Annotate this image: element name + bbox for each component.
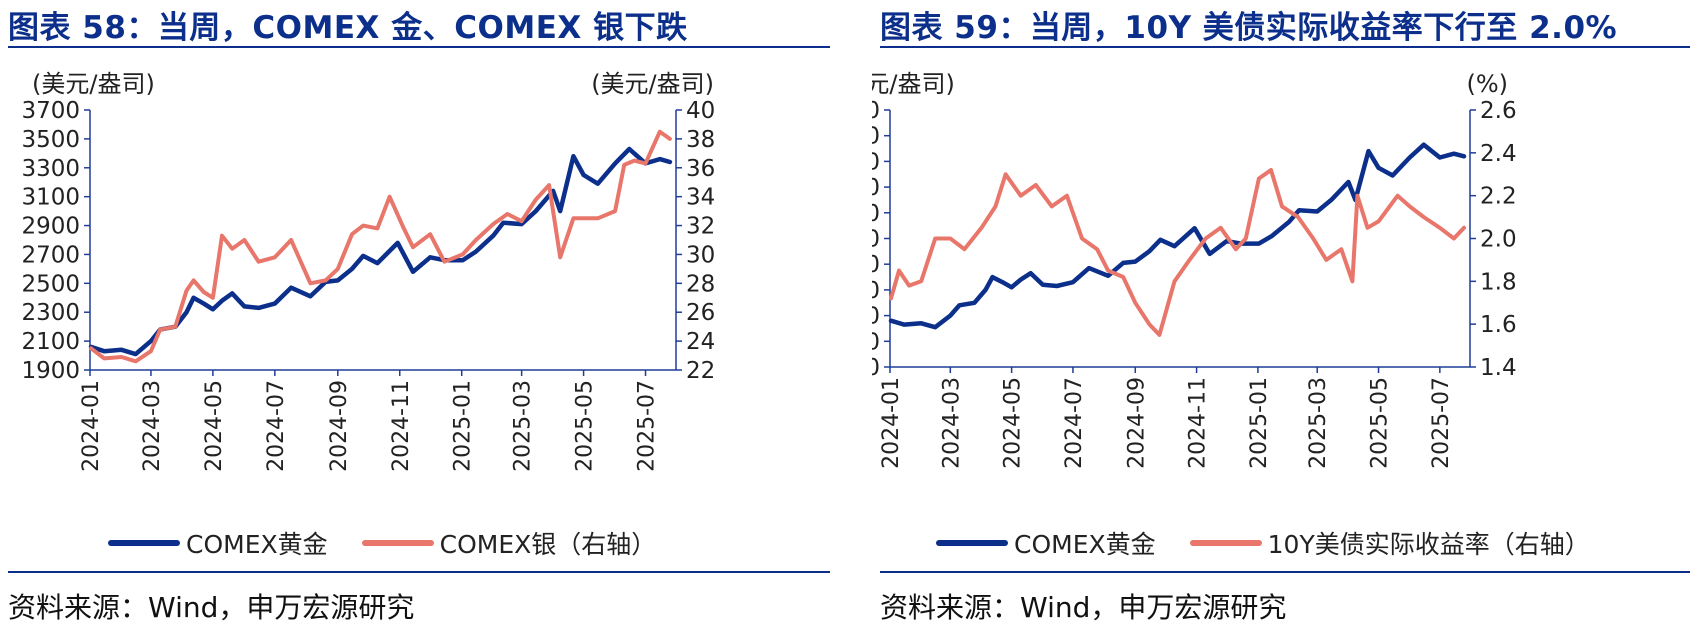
x-tick-label: 2024-01: [79, 380, 104, 472]
legend-label: COMEX银（右轴）: [439, 530, 657, 559]
legend-item-gold: COMEX黄金: [108, 525, 328, 561]
y2-tick-label: 36: [686, 156, 715, 182]
y-tick-label: 3100: [21, 185, 80, 211]
legend-item-gold: COMEX黄金: [936, 525, 1156, 561]
y-tick-label: 2100: [21, 329, 80, 355]
y-tick-label: 2500: [872, 252, 880, 278]
x-tick-label: 2025-05: [1368, 377, 1393, 469]
x-tick-label: 2024-05: [1001, 377, 1026, 469]
title-divider: [880, 46, 1690, 48]
series-line-0: [88, 146, 673, 357]
y2-tick-label: 24: [686, 329, 715, 355]
x-tick-label: 2025-03: [511, 380, 536, 472]
chart-legend: COMEX黄金 COMEX银（右轴）: [108, 525, 690, 561]
y-tick-label: 2900: [872, 201, 880, 227]
x-tick-label: 2024-07: [264, 380, 289, 472]
y-axis-label: (美元/盎司): [32, 70, 155, 98]
x-tick-label: 2025-07: [635, 380, 660, 472]
legend-swatch: [1189, 540, 1262, 546]
figure-58: 图表 58：当周，COMEX 金、COMEX 银下跌 (美元/盎司) (美元/盎司…: [0, 0, 830, 632]
y-tick-label: 2100: [872, 304, 880, 330]
x-tick-label: 2025-01: [451, 380, 476, 472]
y2-tick-label: 2.2: [1480, 184, 1517, 210]
figure-59: 图表 59：当周，10Y 美债实际收益率下行至 2.0% (美元/盎司) (%) 1…: [872, 0, 1690, 632]
x-tick-label: 2025-05: [573, 380, 598, 472]
x-tick-label: 2024-05: [202, 380, 227, 472]
y2-tick-label: 28: [686, 271, 715, 297]
x-tick-label: 2024-01: [879, 377, 904, 469]
y-tick-label: 2300: [21, 300, 80, 326]
figure-title: 图表 59：当周，10Y 美债实际收益率下行至 2.0%: [880, 10, 1618, 46]
y2-tick-label: 2.0: [1480, 227, 1517, 253]
source-note: 资料来源：Wind，申万宏源研究: [8, 591, 415, 624]
series-line-1: [889, 168, 1466, 337]
y-tick-label: 3500: [21, 127, 80, 153]
chart-gold-real-yield: (美元/盎司) (%) 170019002100230025002700290031…: [872, 70, 1517, 469]
legend-item-silver: COMEX银（右轴）: [361, 525, 657, 561]
series-line-0: [888, 142, 1467, 330]
series-line-1: [89, 129, 672, 364]
y2-axis-label: (%): [1466, 70, 1508, 98]
y2-tick-label: 32: [686, 214, 715, 240]
y2-tick-label: 1.8: [1480, 269, 1517, 295]
legend-swatch: [936, 540, 1008, 546]
legend-swatch: [108, 540, 180, 546]
legend-label: COMEX黄金: [186, 530, 328, 559]
legend-item-real-yield: 10Y美债实际收益率（右轴）: [1189, 525, 1590, 561]
y-tick-label: 3500: [872, 124, 880, 150]
footer-divider: [8, 571, 830, 573]
y-tick-label: 2300: [872, 278, 880, 304]
x-tick-label: 2024-03: [939, 377, 964, 469]
y2-tick-label: 40: [686, 98, 715, 124]
y2-tick-label: 22: [686, 358, 715, 384]
y2-tick-label: 38: [686, 127, 715, 153]
y2-tick-label: 34: [686, 185, 715, 211]
x-tick-label: 2024-11: [389, 380, 414, 472]
y-tick-label: 2500: [21, 271, 80, 297]
source-note: 资料来源：Wind，申万宏源研究: [880, 591, 1287, 624]
legend-label: 10Y美债实际收益率（右轴）: [1267, 530, 1590, 559]
y2-tick-label: 2.4: [1480, 141, 1517, 167]
y-tick-label: 1900: [21, 358, 80, 384]
x-tick-label: 2025-01: [1247, 377, 1272, 469]
legend-swatch: [361, 540, 434, 546]
y-tick-label: 3700: [21, 98, 80, 124]
y2-tick-label: 26: [686, 300, 715, 326]
y-tick-label: 2700: [21, 242, 80, 268]
y2-tick-label: 2.6: [1480, 98, 1517, 124]
y-tick-label: 1900: [872, 329, 880, 355]
x-tick-label: 2025-07: [1429, 377, 1454, 469]
x-tick-label: 2024-07: [1062, 377, 1087, 469]
figure-title: 图表 58：当周，COMEX 金、COMEX 银下跌: [8, 10, 688, 46]
y2-tick-label: 1.6: [1480, 312, 1517, 338]
y-tick-label: 3300: [21, 156, 80, 182]
y-tick-label: 2900: [21, 214, 80, 240]
x-tick-label: 2024-11: [1186, 377, 1211, 469]
legend-label: COMEX黄金: [1014, 530, 1156, 559]
y-tick-label: 2700: [872, 227, 880, 253]
y2-axis-label: (美元/盎司): [591, 70, 714, 98]
y2-tick-label: 1.4: [1480, 355, 1517, 381]
title-divider: [8, 46, 830, 48]
chart-legend: COMEX黄金 10Y美债实际收益率（右轴）: [936, 525, 1624, 561]
x-tick-label: 2025-03: [1306, 377, 1331, 469]
y-tick-label: 1700: [872, 355, 880, 381]
y2-tick-label: 30: [686, 242, 715, 268]
x-tick-label: 2024-09: [1124, 377, 1149, 469]
y-tick-label: 3300: [872, 149, 880, 175]
x-tick-label: 2024-03: [140, 380, 165, 472]
x-tick-label: 2024-09: [327, 380, 352, 472]
y-tick-label: 3100: [872, 175, 880, 201]
y-tick-label: 3700: [872, 98, 880, 124]
y-axis-label: (美元/盎司): [872, 70, 955, 98]
footer-divider: [880, 571, 1690, 573]
